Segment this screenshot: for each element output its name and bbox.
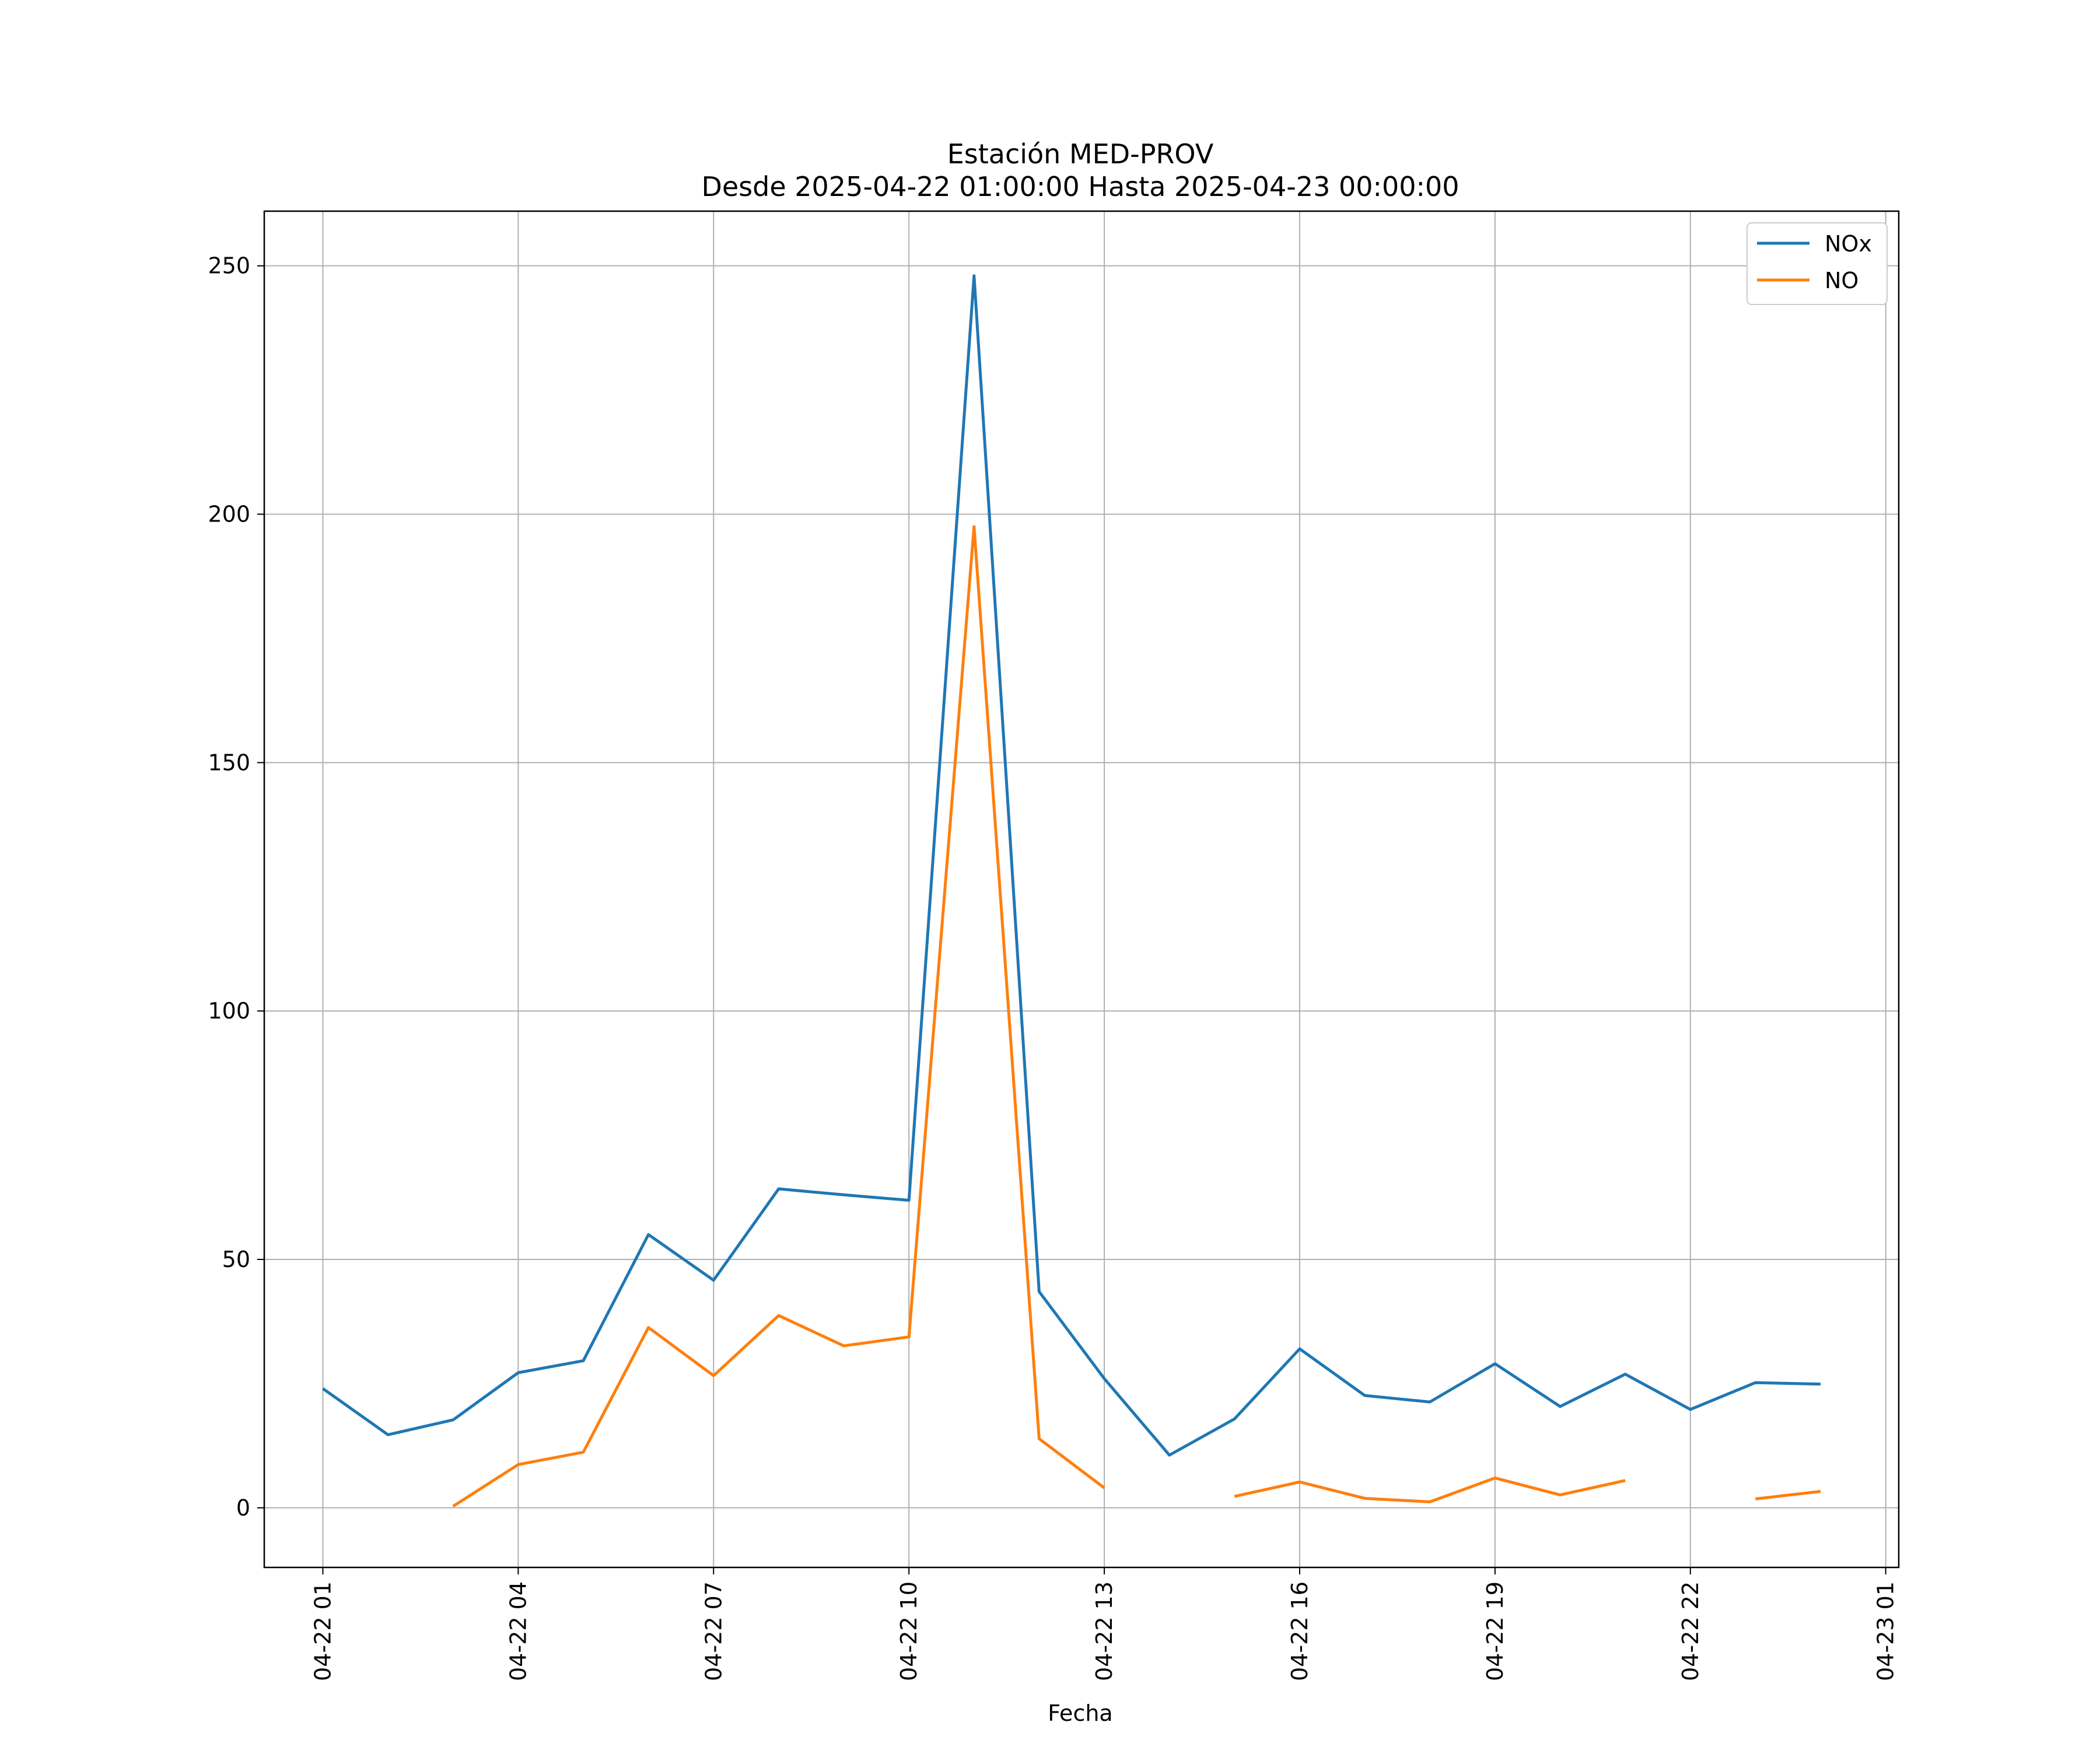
axis-ticks: 04-22 01 04-22 04 04-22 07 04-22 10 04-22 13… bbox=[208, 253, 1898, 1681]
y-tick-label: 50 bbox=[222, 1247, 250, 1272]
x-tick-label: 04-23 01 bbox=[1873, 1581, 1899, 1681]
y-tick-label: 200 bbox=[208, 502, 250, 527]
series-line-no bbox=[452, 525, 1821, 1508]
x-tick-label: 04-22 07 bbox=[701, 1581, 726, 1681]
x-tick-label: 04-22 13 bbox=[1091, 1581, 1117, 1681]
x-tick-label: 04-22 10 bbox=[896, 1581, 922, 1681]
plot-frame bbox=[263, 210, 1900, 1569]
x-tick-label: 04-22 01 bbox=[310, 1581, 335, 1681]
x-tick-label: 04-22 22 bbox=[1678, 1581, 1703, 1681]
x-tick-label: 04-22 19 bbox=[1482, 1581, 1508, 1681]
legend-label-no: NO bbox=[1825, 268, 1859, 293]
legend: NOx NO bbox=[1746, 222, 1888, 305]
x-axis-label: Fecha bbox=[1048, 1700, 1112, 1726]
x-tick-label: 04-22 04 bbox=[505, 1581, 531, 1681]
chart-subtitle: Desde 2025-04-22 01:00:00 Hasta 2025-04-… bbox=[701, 171, 1459, 202]
y-tick-label: 250 bbox=[208, 253, 250, 279]
chart-title: Estación MED-PROV bbox=[947, 138, 1214, 170]
series-lines bbox=[322, 274, 1821, 1508]
y-tick-label: 150 bbox=[208, 750, 250, 775]
y-tick-label: 0 bbox=[236, 1495, 250, 1521]
legend-label-nox: NOx bbox=[1825, 231, 1872, 257]
x-tick-label: 04-22 16 bbox=[1287, 1581, 1312, 1681]
series-line-nox bbox=[322, 274, 1821, 1457]
y-tick-label: 100 bbox=[208, 998, 250, 1024]
grid bbox=[264, 211, 1899, 1567]
